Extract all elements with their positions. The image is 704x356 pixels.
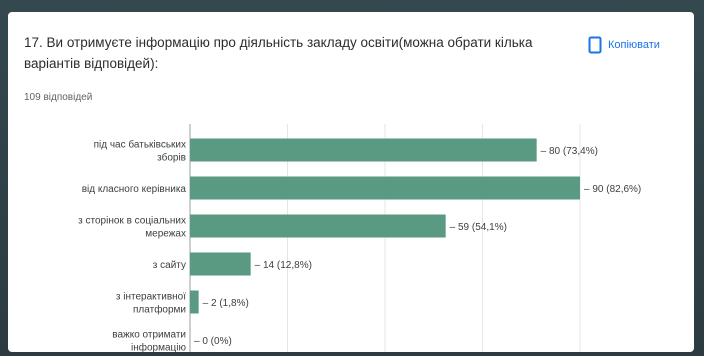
category-label: з інтерактивної платформи <box>116 292 186 316</box>
data-label: – 59 (54,1%) <box>450 222 507 233</box>
copy-button-label: Копіювати <box>608 39 660 51</box>
copy-icon <box>588 36 602 54</box>
data-label: – 80 (73,4%) <box>541 146 598 157</box>
bar <box>190 214 446 238</box>
category-label: з сайту <box>153 260 186 271</box>
bar <box>190 176 580 200</box>
category-label: з сторінок в соціальних мережах <box>78 216 186 240</box>
category-label: під час батьківських зборів <box>94 139 186 164</box>
bar <box>190 290 199 314</box>
data-label: – 2 (1,8%) <box>203 298 249 309</box>
bar-chart: під час батьківських зборів – 80 (73,4%) ві… <box>78 124 641 353</box>
bar <box>190 138 537 162</box>
category-label: від класного керівника <box>82 184 187 195</box>
bar <box>190 252 251 276</box>
question-card: 17. Ви отримуєте інформацію про діяльніс… <box>8 12 694 352</box>
category-label: важко отримати інформацію <box>112 330 186 353</box>
data-label: – 90 (82,6%) <box>584 184 641 195</box>
question-title: 17. Ви отримуєте інформацію про діяльніс… <box>24 35 533 71</box>
data-label: – 0 (0%) <box>194 336 232 347</box>
response-count: 109 відповідей <box>24 92 93 103</box>
data-label: – 14 (12,8%) <box>255 260 312 271</box>
copy-button[interactable]: Копіювати <box>588 34 660 56</box>
